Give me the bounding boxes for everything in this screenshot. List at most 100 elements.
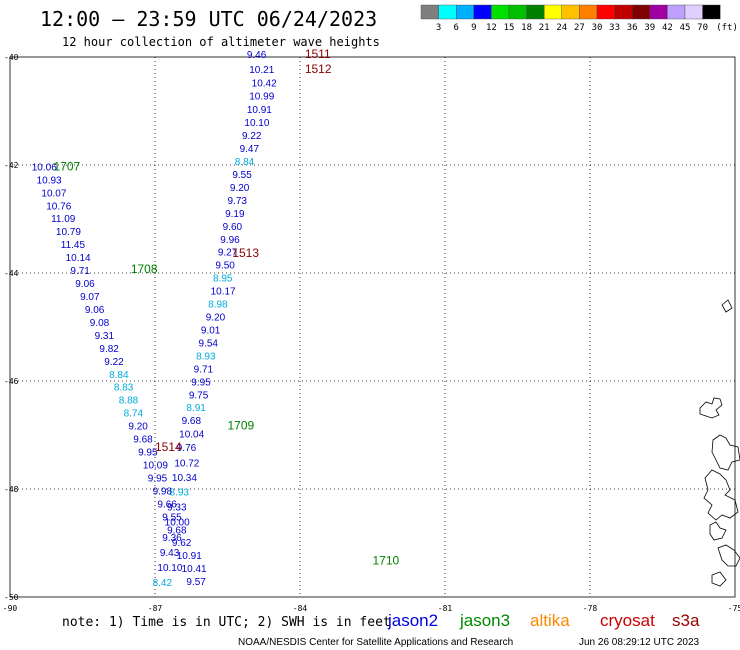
- legend-label: 33: [609, 23, 620, 33]
- swh-value: 9.60: [223, 222, 243, 233]
- satellite-cryosat: cryosat: [600, 611, 655, 630]
- swh-value: 9.66: [157, 499, 177, 510]
- swh-value: 10.17: [211, 287, 236, 298]
- legend-swatch: [544, 4, 563, 20]
- swh-value: 10.34: [172, 473, 197, 484]
- legend-swatch: [473, 4, 492, 20]
- longitude-label: -75: [728, 604, 740, 613]
- swh-value: 9.95: [138, 448, 158, 459]
- swh-value: 9.50: [215, 261, 235, 272]
- axis-labels: -40 -42 -44 -46 -48 -50 -90 -87 -84 -81 -78 -75: [3, 53, 740, 613]
- legend-label: 70: [697, 23, 708, 33]
- latitude-label: -48: [4, 485, 19, 494]
- swh-value: 8.93: [170, 487, 190, 498]
- swh-value: 10.07: [41, 188, 66, 199]
- legend-label: 42: [662, 23, 673, 33]
- swh-value: 9.75: [189, 390, 209, 401]
- legend-label: 24: [556, 23, 567, 33]
- swh-value: 9.31: [95, 331, 115, 342]
- legend-label: 12: [486, 23, 497, 33]
- swh-value: 9.95: [148, 473, 168, 484]
- swh-value: 9.01: [201, 325, 221, 336]
- swh-value: 9.36: [162, 533, 182, 544]
- swh-value: 10.99: [249, 92, 274, 103]
- altimeter-tracks: 9.4610.2110.4210.9910.9110.109.229.478.8…: [32, 50, 277, 589]
- legend-swatch: [491, 4, 510, 20]
- swh-value: 9.47: [240, 144, 260, 155]
- swh-value: 9.20: [206, 313, 226, 324]
- track-time-label: 1513: [232, 246, 259, 260]
- swh-value: 10.21: [249, 65, 274, 76]
- swh-value: 10.91: [247, 105, 272, 116]
- map-subtitle: 12 hour collection of altimeter wave hei…: [62, 35, 380, 49]
- legend-swatch: [420, 4, 439, 20]
- longitude-label: -81: [438, 604, 453, 613]
- track-time-label: 1707: [54, 159, 81, 173]
- swh-value: 8.88: [119, 396, 139, 407]
- legend-units: (ft): [716, 23, 738, 33]
- legend-swatch: [561, 4, 580, 20]
- swh-value: 8.84: [235, 157, 255, 168]
- swh-value: 9.33: [167, 503, 187, 514]
- swh-value: 8.98: [208, 300, 228, 311]
- longitude-label: -78: [583, 604, 598, 613]
- legend-swatch: [649, 4, 668, 20]
- track-time-label: 1511: [305, 47, 331, 61]
- swh-value: 9.95: [191, 377, 211, 388]
- swh-value: 8.95: [213, 274, 233, 285]
- swh-value: 10.91: [177, 551, 202, 562]
- swh-value: 8.84: [109, 370, 129, 381]
- track-time-label: 1708: [131, 262, 158, 276]
- swh-value: 8.93: [196, 351, 216, 362]
- legend-swatch: [579, 4, 598, 20]
- swh-value: 10.72: [174, 458, 199, 469]
- legend-label: 6: [453, 23, 458, 33]
- legend-swatch: [508, 4, 527, 20]
- satellite-legend: jason2 jason3 altika cryosat s3a: [387, 611, 700, 630]
- swh-value: 9.68: [133, 435, 153, 446]
- swh-value: 10.76: [46, 201, 71, 212]
- swh-value: 8.74: [124, 409, 144, 420]
- swh-value: 10.04: [179, 430, 204, 441]
- legend-label: 30: [592, 23, 603, 33]
- swh-value: 9.96: [220, 235, 240, 246]
- track-1707-1710: 10.06 10.93 10.07 10.76 11.09 10.79 11.45 10.14…: [32, 162, 207, 588]
- swh-value: 10.93: [37, 175, 62, 186]
- map-title: 12:00 – 23:59 UTC 06/24/2023: [40, 7, 377, 31]
- legend-swatch: [702, 4, 721, 20]
- legend-swatch: [596, 4, 615, 20]
- legend-label: 3: [436, 23, 441, 33]
- satellite-altika: altika: [530, 611, 570, 630]
- swh-value: 9.73: [228, 196, 248, 207]
- lat-lon-grid: [10, 57, 735, 597]
- coastline: [699, 299, 740, 587]
- swh-value: 11.45: [61, 240, 86, 251]
- latitude-label: -40: [4, 53, 19, 62]
- swh-value: 10.10: [244, 118, 269, 129]
- legend-swatch: [456, 4, 475, 20]
- swh-value: 9.27: [218, 248, 238, 259]
- swh-value: 10.06: [32, 162, 57, 173]
- latitude-label: -50: [4, 593, 19, 602]
- swh-value: 9.55: [232, 170, 252, 181]
- swh-value: 9.22: [242, 131, 262, 142]
- swh-value: 10.09: [143, 460, 168, 471]
- longitude-label: -84: [293, 604, 308, 613]
- latitude-label: -46: [4, 377, 19, 386]
- swh-value: 9.19: [225, 209, 245, 220]
- legend-swatch: [667, 4, 686, 20]
- swh-value: 9.22: [104, 357, 124, 368]
- track-time-label: 1514: [155, 440, 182, 454]
- swh-value: 9.55: [162, 512, 182, 523]
- swh-value: 10.10: [157, 563, 182, 574]
- swh-value: 9.76: [177, 443, 197, 454]
- note-text: note: 1) Time is in UTC; 2) SWH is in fe…: [62, 615, 391, 630]
- track-time-label: 1709: [228, 419, 255, 433]
- legend-swatch: [526, 4, 545, 20]
- swh-value: 9.71: [194, 364, 214, 375]
- swh-value: 10.42: [252, 79, 277, 90]
- swh-value: 9.98: [153, 486, 173, 497]
- swh-value: 9.06: [85, 305, 105, 316]
